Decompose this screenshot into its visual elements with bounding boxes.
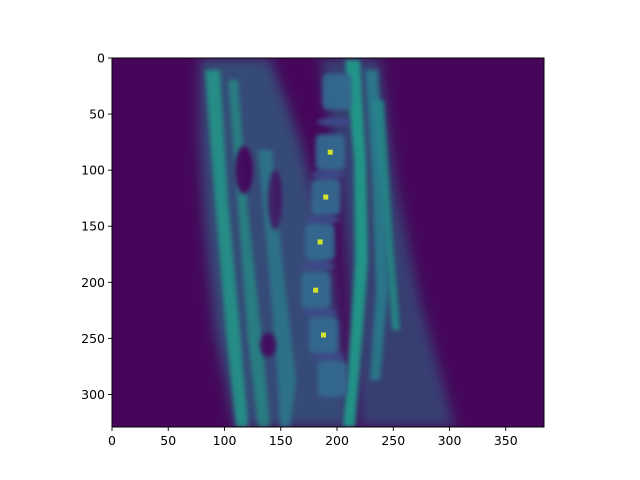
landmark-markers: [313, 149, 333, 338]
intervertebral-disc: [311, 352, 345, 361]
intervertebral-disc: [316, 118, 351, 126]
x-axis: 0 50 100 150 200 250 300 350: [108, 427, 518, 448]
intervertebral-disc: [301, 262, 335, 270]
x-tick-label: 200: [325, 433, 349, 448]
intervertebral-disc: [302, 308, 337, 317]
x-tick-label: 250: [381, 433, 405, 448]
x-tick-label: 150: [269, 433, 293, 448]
mri-image: [112, 58, 544, 427]
landmark-marker: [321, 332, 326, 338]
y-tick-label: 150: [81, 219, 105, 234]
spinal-canal: [343, 60, 388, 427]
vertebral-body: [322, 73, 352, 110]
landmark-marker: [323, 194, 329, 200]
landmark-marker: [313, 287, 319, 293]
x-tick-label: 300: [438, 433, 462, 448]
x-tick-label: 50: [160, 433, 176, 448]
vertebral-body: [317, 360, 348, 397]
y-tick-label: 250: [81, 331, 105, 346]
axes-frame: [111, 57, 545, 428]
x-tick-label: 100: [213, 433, 237, 448]
landmark-marker: [327, 149, 333, 155]
y-tick-label: 0: [97, 51, 105, 66]
y-tick-label: 300: [81, 387, 105, 402]
y-tick-label: 50: [89, 107, 105, 122]
y-axis: 0 50 100 150 200 250 300: [81, 51, 112, 402]
dark-pockets: [235, 146, 282, 357]
x-tick-label: 350: [494, 433, 518, 448]
y-tick-label: 100: [81, 163, 105, 178]
intervertebral-disc: [306, 215, 340, 224]
intervertebral-disc: [311, 170, 345, 179]
landmark-marker: [317, 239, 323, 245]
y-tick-label: 200: [81, 275, 105, 290]
x-tick-label: 0: [108, 433, 116, 448]
